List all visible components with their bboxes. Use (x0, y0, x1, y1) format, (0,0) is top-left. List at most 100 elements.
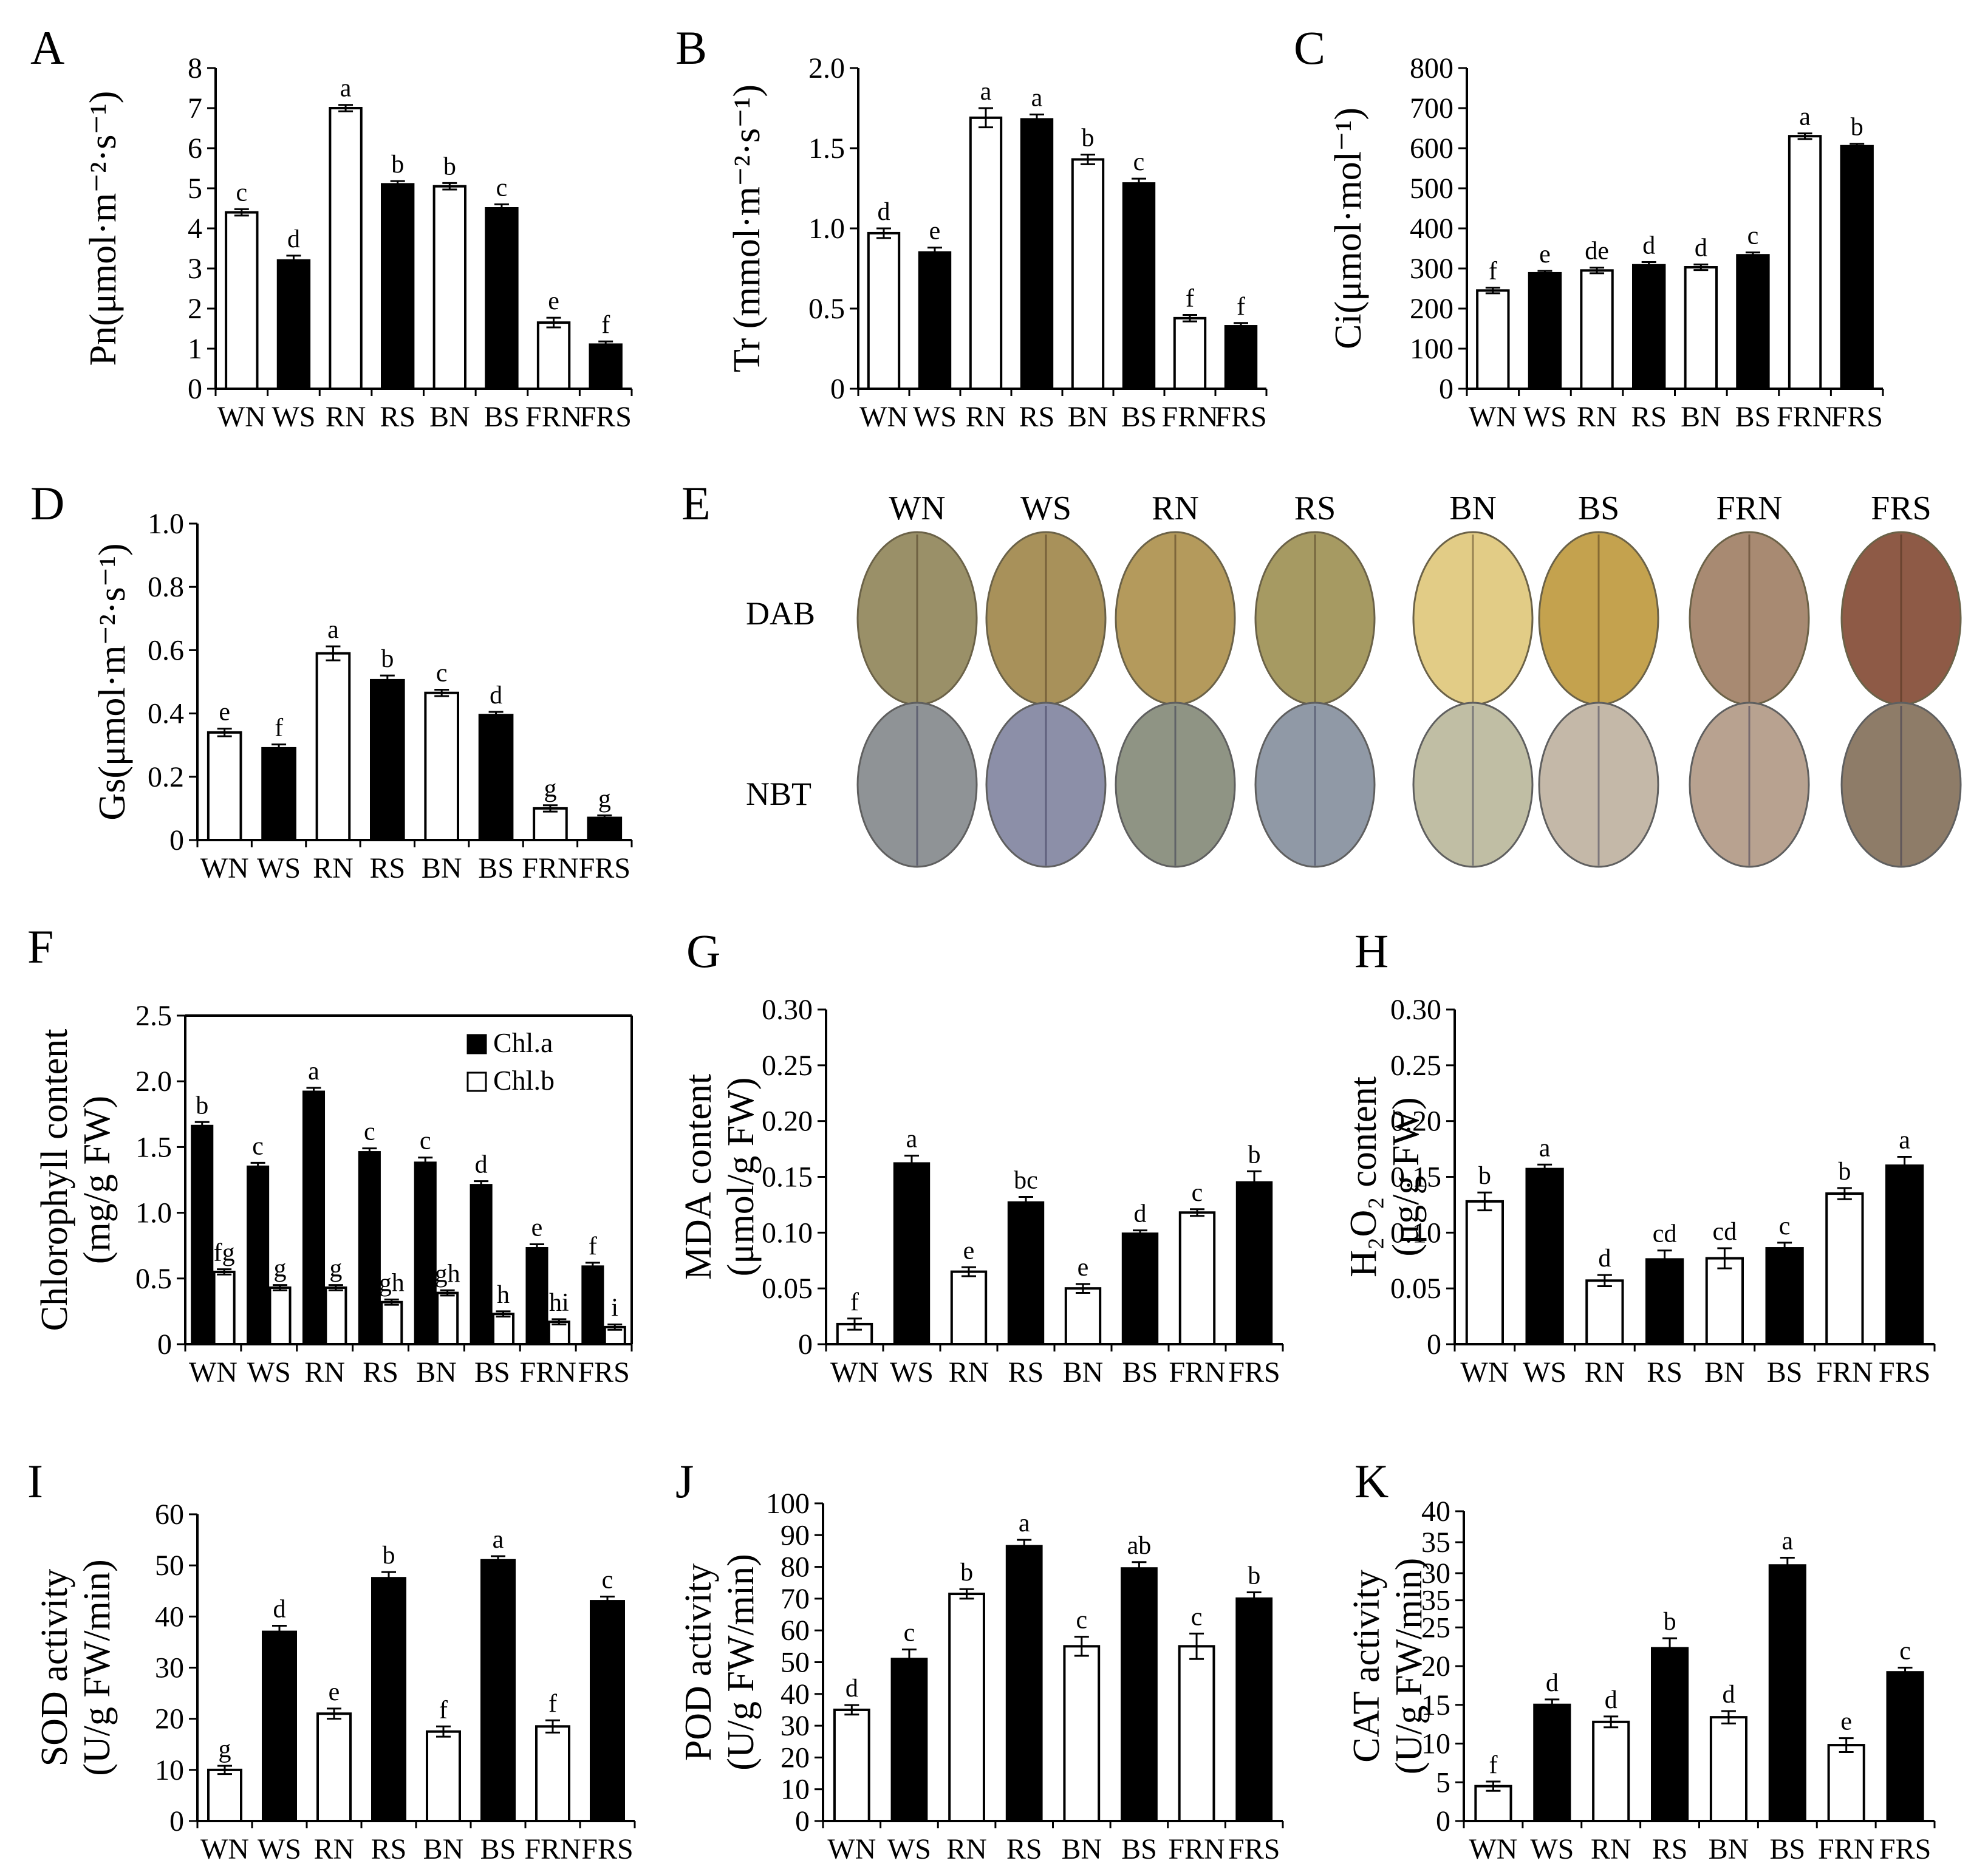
significance-letter: cd (1713, 1218, 1737, 1246)
x-tick-label: RN (1577, 401, 1617, 433)
x-tick-label: WN (830, 1356, 879, 1389)
y-tick-label: 10 (781, 1774, 810, 1806)
x-tick-label: FRN (522, 852, 578, 884)
bar (918, 251, 952, 390)
y-axis-unit-f: (mg/g FW) (77, 1096, 118, 1264)
x-tick-label: RN (1585, 1356, 1625, 1389)
bar (381, 183, 415, 390)
significance-letter: e (929, 217, 941, 245)
bar (1886, 1671, 1924, 1822)
y-axis-label-c: Ci(μmol·mol⁻¹) (1328, 108, 1369, 349)
bar (478, 714, 514, 841)
bar (191, 1124, 214, 1345)
x-tick-label: BN (1704, 1356, 1745, 1389)
significance-letter: c (1747, 222, 1759, 250)
significance-letter: c (1899, 1638, 1911, 1666)
x-tick-label: FRS (1228, 1356, 1280, 1389)
bar (432, 185, 466, 390)
significance-letter: f (1186, 285, 1194, 313)
x-tick-label: WN (827, 1833, 876, 1865)
x-tick-label: RS (1006, 1833, 1042, 1865)
y-tick-label: 40 (1421, 1495, 1450, 1528)
significance-letter: c (1076, 1607, 1087, 1635)
legend-label: Chl.a (493, 1027, 553, 1058)
significance-letter: d (1695, 234, 1707, 262)
x-tick-label: BS (1769, 1833, 1805, 1865)
significance-letter: b (1664, 1608, 1676, 1636)
significance-letter: g (329, 1255, 342, 1283)
bar (1121, 1567, 1158, 1823)
significance-letter: d (273, 1595, 286, 1623)
y-tick-label: 0 (1436, 1805, 1450, 1837)
bar (1020, 118, 1054, 390)
significance-letter: fg (214, 1239, 235, 1267)
y-tick-label: 0.5 (808, 293, 845, 325)
y-tick-label: 1.0 (808, 213, 845, 245)
chart-panel-g: G 0 0.05 0.10 0.15 0.20 0.25 0.30 WN WS RN RS BN BS FR… (678, 924, 1284, 1389)
legend-swatch (466, 1034, 487, 1054)
x-tick-label: WS (890, 1356, 934, 1389)
x-tick-label: BS (1121, 401, 1157, 433)
bar (1533, 1703, 1571, 1822)
y-tick-label: 0 (798, 1328, 813, 1361)
panel-letter-a: A (30, 21, 64, 74)
significance-letter: a (1031, 84, 1043, 112)
x-tick-label: RS (1019, 401, 1055, 433)
y-tick-label: 0.2 (148, 761, 184, 793)
bar (1224, 325, 1258, 390)
y-tick-label: 2 (188, 293, 202, 325)
bar (1885, 1164, 1924, 1345)
significance-letter: d (490, 682, 502, 709)
x-tick-label: BS (474, 1356, 510, 1389)
leaf-nbt-image (1538, 702, 1659, 868)
significance-letter: d (1605, 1686, 1617, 1714)
bar (470, 1184, 493, 1345)
x-tick-label: RS (1008, 1356, 1044, 1389)
bar (1736, 254, 1770, 390)
y-axis-label-d: Gs(μmol·m⁻²·s⁻¹) (92, 543, 133, 820)
x-tick-label: BN (416, 1356, 457, 1389)
significance-letter: b (1851, 114, 1863, 142)
y-tick-label: 0.4 (148, 698, 184, 730)
x-tick-label: BN (1063, 1356, 1104, 1389)
x-tick-label: WS (913, 401, 957, 433)
x-tick-label: WN (1460, 1356, 1509, 1389)
x-tick-label: WS (887, 1833, 931, 1865)
significance-letter: c (602, 1567, 613, 1594)
leaf-column-label: BS (1578, 490, 1620, 527)
bar (1005, 1545, 1043, 1822)
significance-letter: d (1134, 1200, 1147, 1228)
x-tick-label: WN (1469, 1833, 1517, 1865)
significance-letter: g (598, 785, 611, 813)
bar (1825, 1192, 1864, 1346)
y-tick-label: 0 (157, 1328, 172, 1361)
x-tick-label: RS (371, 1833, 407, 1865)
significance-letter: b (196, 1092, 208, 1119)
bar (380, 1300, 403, 1345)
leaf-nbt-image (1115, 702, 1236, 868)
significance-letter: d (845, 1675, 858, 1703)
x-tick-label: RS (1652, 1833, 1688, 1865)
significance-letter: d (1642, 231, 1655, 259)
leaf-nbt-image (1412, 702, 1534, 868)
y-tick-label: 90 (781, 1519, 810, 1551)
x-tick-label: WN (200, 852, 249, 884)
x-tick-label: RS (363, 1356, 398, 1389)
significance-letter: e (548, 287, 559, 315)
y-tick-label: 0.6 (148, 634, 184, 666)
y-tick-label: 0.5 (135, 1263, 172, 1295)
y-axis-label-h: H₂O₂ content (1343, 1076, 1384, 1277)
y-tick-label: 0.20 (762, 1105, 813, 1138)
bar (1007, 1201, 1045, 1345)
x-tick-label: FRN (1816, 1356, 1873, 1389)
bar (491, 1313, 515, 1346)
significance-letter: g (274, 1255, 287, 1283)
panel-letter-d: D (30, 477, 64, 530)
x-tick-label: BS (1122, 1356, 1158, 1389)
y-tick-label: 100 (766, 1488, 810, 1520)
panel-letter-j: J (675, 1455, 694, 1508)
significance-letter: a (1799, 103, 1811, 131)
leaf-nbt-image (1840, 702, 1962, 868)
panel-letter-h: H (1354, 924, 1389, 977)
bar (890, 1658, 928, 1823)
